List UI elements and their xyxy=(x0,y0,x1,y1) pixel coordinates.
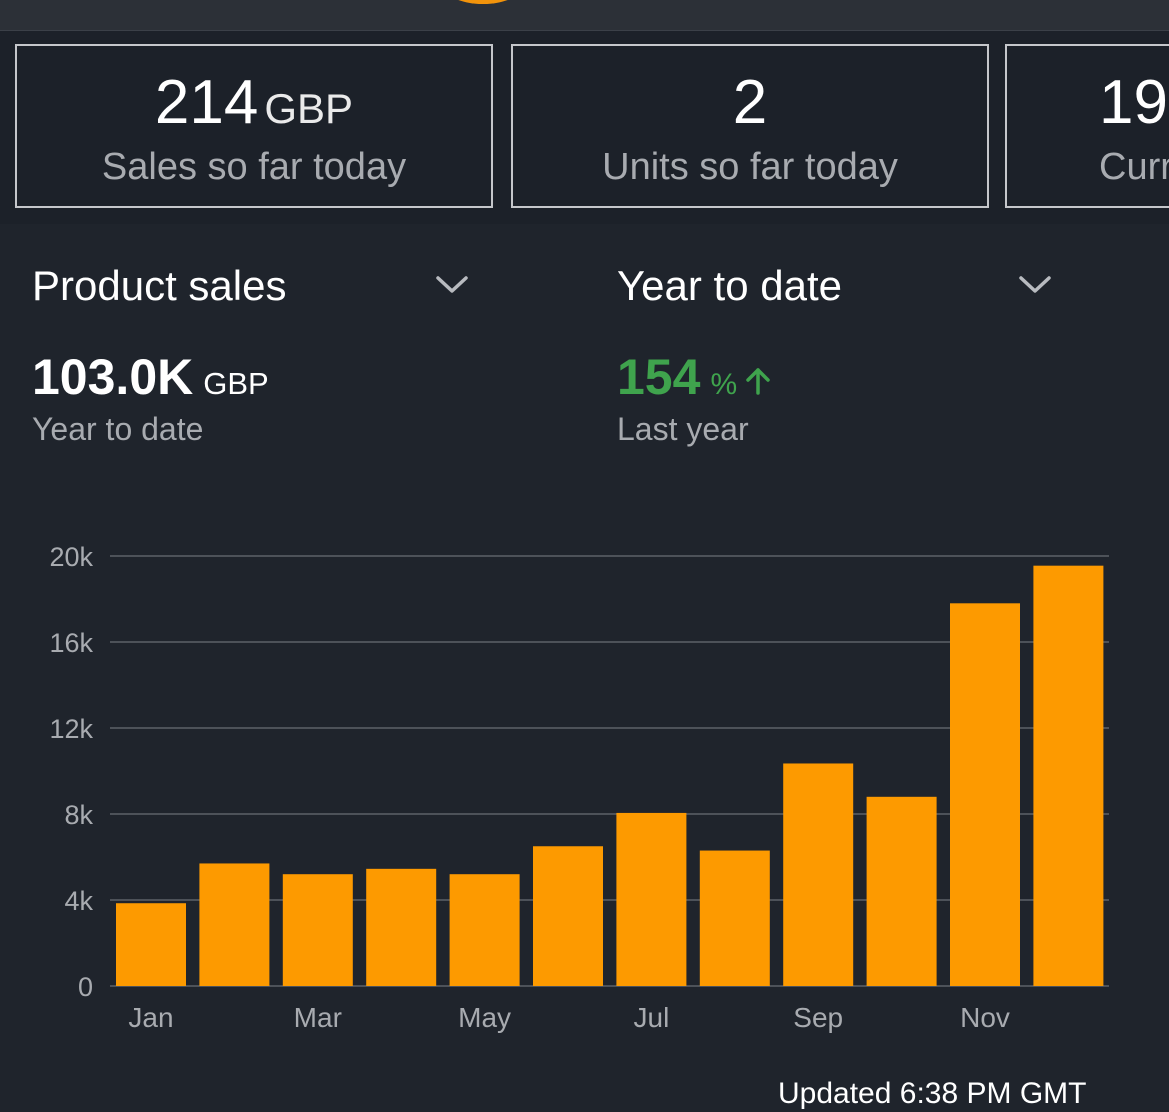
stat-label: Curr xyxy=(1099,146,1169,188)
y-tick-label: 0 xyxy=(78,972,93,1002)
stat-value: 19 xyxy=(1099,68,1168,137)
app-header xyxy=(0,0,1169,31)
arrow-up-icon xyxy=(746,368,770,395)
brand-logo xyxy=(440,0,526,4)
current-card[interactable]: 19 Curr xyxy=(1005,44,1169,208)
bar xyxy=(699,850,770,986)
bar xyxy=(282,874,353,986)
units-today-card[interactable]: 2 Units so far today xyxy=(511,44,989,208)
bar xyxy=(533,846,603,986)
stat-value: 214 GBP xyxy=(154,68,354,137)
bar xyxy=(783,763,854,986)
total-value: 103.0K xyxy=(32,349,194,405)
change-label: Last year xyxy=(617,411,749,447)
metric-selector[interactable]: Product sales xyxy=(32,262,287,309)
change-value: 154 xyxy=(617,349,701,405)
bar xyxy=(449,874,520,986)
bar xyxy=(116,903,186,986)
y-tick-label: 16k xyxy=(49,628,93,658)
total-unit: GBP xyxy=(203,366,269,401)
chevron-down-icon[interactable] xyxy=(1015,266,1055,302)
y-tick-label: 12k xyxy=(49,714,93,744)
total-summary: 103.0K GBP Year to date xyxy=(32,345,269,449)
y-tick-label: 20k xyxy=(49,542,93,572)
x-tick-label: Sep xyxy=(793,1002,843,1033)
bar xyxy=(616,812,687,986)
x-tick-label: Jul xyxy=(634,1002,670,1033)
bar xyxy=(366,868,437,986)
bar xyxy=(950,603,1020,986)
stats-row: 214 GBP Sales so far today 2 Units so far… xyxy=(0,31,1169,224)
x-tick-label: Jan xyxy=(128,1002,173,1033)
change-unit: % xyxy=(710,368,738,401)
bar xyxy=(1033,565,1104,986)
change-summary: 154% Last year xyxy=(617,345,773,449)
updated-timestamp: Updated 6:38 PM GMT xyxy=(778,1077,1087,1110)
y-tick-label: 8k xyxy=(64,800,93,830)
total-label: Year to date xyxy=(32,411,204,447)
stat-unit: GBP xyxy=(264,85,354,132)
x-tick-label: May xyxy=(458,1002,511,1033)
x-tick-label: Nov xyxy=(960,1002,1010,1033)
sales-today-card[interactable]: 214 GBP Sales so far today xyxy=(15,44,493,208)
x-tick-label: Mar xyxy=(294,1002,342,1033)
period-selector[interactable]: Year to date xyxy=(617,262,842,309)
sales-bar-chart: 20k 16k 12k 8k 4k 0 Jan Mar May Jul Sep Nov xyxy=(49,542,1109,1033)
bar xyxy=(199,863,270,986)
chevron-down-icon[interactable] xyxy=(432,266,472,302)
y-tick-label: 4k xyxy=(64,886,93,916)
stat-label: Sales so far today xyxy=(101,146,407,188)
stat-value: 2 xyxy=(732,68,768,137)
stat-label: Units so far today xyxy=(602,146,898,188)
bar xyxy=(866,796,937,986)
